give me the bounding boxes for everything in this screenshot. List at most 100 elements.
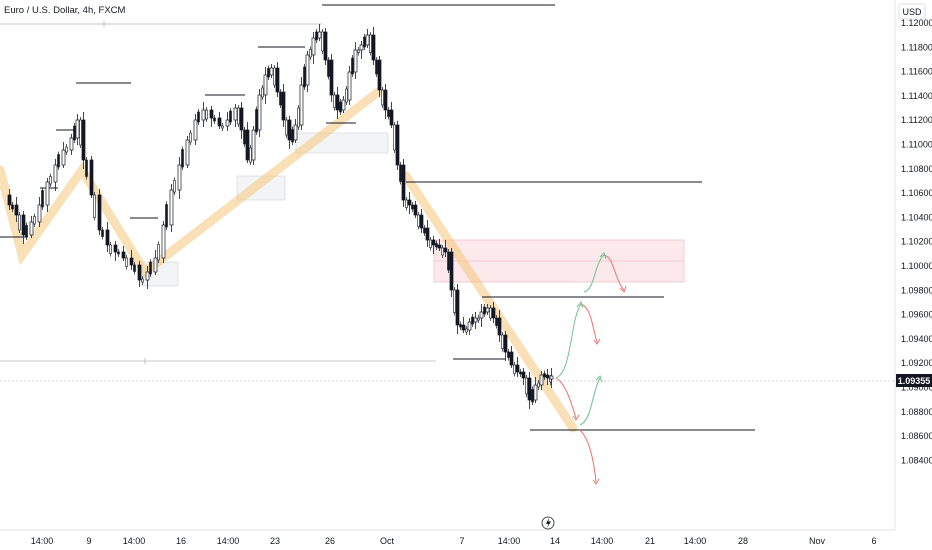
candle-bearish	[281, 91, 286, 121]
candle-bullish	[233, 107, 238, 121]
candle-bullish	[257, 94, 262, 131]
candle-bullish	[369, 34, 372, 53]
candle-bullish	[513, 364, 516, 374]
y-tick-label: 1.10800	[901, 164, 932, 174]
candle-bullish	[429, 239, 432, 248]
candle-bullish	[177, 164, 182, 191]
candle-bullish	[293, 124, 298, 141]
candle-bearish	[495, 317, 498, 326]
candle-bearish	[11, 204, 14, 210]
candle-bearish	[447, 251, 450, 271]
x-tick-label: 7	[459, 536, 464, 546]
y-tick-label: 1.11000	[901, 140, 932, 150]
candle-bearish	[425, 227, 430, 241]
candle-bullish	[153, 257, 158, 273]
candle-bearish	[335, 94, 340, 111]
candle-bearish	[105, 229, 110, 246]
candle-bearish	[545, 374, 550, 379]
candle-bullish	[321, 31, 324, 52]
currency-badge[interactable]	[898, 3, 926, 20]
candle-bearish	[81, 119, 86, 161]
candle-bullish	[525, 377, 528, 395]
candle-bearish	[519, 371, 522, 375]
candle-bearish	[471, 316, 474, 325]
candle-bearish	[375, 59, 378, 75]
candle-bullish	[193, 119, 198, 141]
candle-bullish	[453, 289, 456, 313]
candle-bullish	[145, 271, 150, 281]
candles	[7, 24, 554, 409]
current-price-label: 1.09355	[898, 376, 931, 386]
candle-bearish	[363, 36, 366, 48]
x-tick-label: 26	[325, 536, 335, 546]
candle-bearish	[267, 68, 270, 78]
candle-bearish	[85, 159, 88, 177]
candle-bullish	[489, 307, 492, 319]
candle-bullish	[189, 132, 192, 143]
candle-bearish	[497, 317, 502, 336]
y-tick-label: 1.10600	[901, 188, 932, 198]
candle-bearish	[401, 164, 406, 201]
y-tick-label: 1.09800	[901, 285, 932, 295]
candle-bearish	[483, 306, 486, 315]
candle-bearish	[217, 117, 222, 127]
y-axis[interactable]: USD 1.12000 1.11800 1.11600 1.11400 1.11200 1…	[896, 3, 932, 465]
candle-bearish	[411, 204, 414, 210]
candle-bearish	[213, 117, 216, 122]
candle-bearish	[527, 377, 532, 401]
candle-bearish	[117, 251, 120, 255]
candle-bearish	[339, 101, 342, 113]
y-tick-label: 1.08400	[901, 455, 932, 465]
candle-bullish	[405, 199, 408, 208]
candle-bearish	[89, 159, 94, 196]
candle-bullish	[53, 164, 58, 183]
candle-bearish	[389, 109, 394, 126]
candle-bullish	[365, 34, 370, 46]
y-tick-label: 1.09400	[901, 334, 932, 344]
candle-bearish	[181, 149, 184, 168]
candle-bullish	[161, 224, 166, 259]
candle-bearish	[73, 125, 76, 141]
candle-bearish	[509, 351, 514, 366]
candle-bearish	[431, 239, 436, 246]
candle-bullish	[69, 137, 74, 151]
x-tick-label: 14:00	[498, 536, 521, 546]
candle-bullish	[221, 125, 224, 129]
candle-bearish	[459, 324, 462, 328]
candle-bullish	[263, 74, 268, 96]
x-axis[interactable]: 14:00 9 14:00 16 14:00 23 26 Oct 7 14:00 14 14:00 21…	[31, 536, 877, 546]
candle-bearish	[455, 289, 460, 326]
projection-arrowheads	[572, 252, 627, 485]
candle-bearish	[137, 264, 142, 281]
candle-bullish	[61, 149, 66, 166]
candle-bullish	[539, 374, 544, 386]
candle-bearish	[491, 307, 496, 319]
candle-bullish	[309, 49, 312, 58]
candle-bearish	[165, 204, 168, 228]
candle-bullish	[311, 37, 316, 56]
candle-bearish	[101, 229, 104, 237]
candle-bullish	[205, 109, 208, 120]
candle-bearish	[209, 109, 214, 119]
candle-bullish	[485, 307, 490, 313]
candle-bearish	[387, 109, 390, 117]
candle-bearish	[371, 34, 376, 61]
candle-bearish	[449, 251, 454, 291]
trend-bands	[0, 87, 578, 433]
candle-bullish	[93, 194, 96, 218]
candle-bearish	[14, 204, 19, 216]
y-tick-label: 1.09000	[901, 383, 932, 393]
candle-bullish	[549, 375, 554, 380]
current-price-box	[896, 374, 932, 387]
candle-bullish	[169, 189, 174, 226]
line-anchors	[103, 21, 146, 364]
green-path-up-3	[579, 377, 601, 426]
candle-bullish	[299, 84, 304, 126]
red-path-down-1	[603, 254, 625, 291]
projection-paths	[555, 254, 625, 483]
lightning-icon[interactable]	[541, 516, 555, 530]
candle-bullish	[75, 119, 80, 139]
candle-bullish	[249, 147, 252, 163]
candle-bearish	[287, 119, 292, 141]
